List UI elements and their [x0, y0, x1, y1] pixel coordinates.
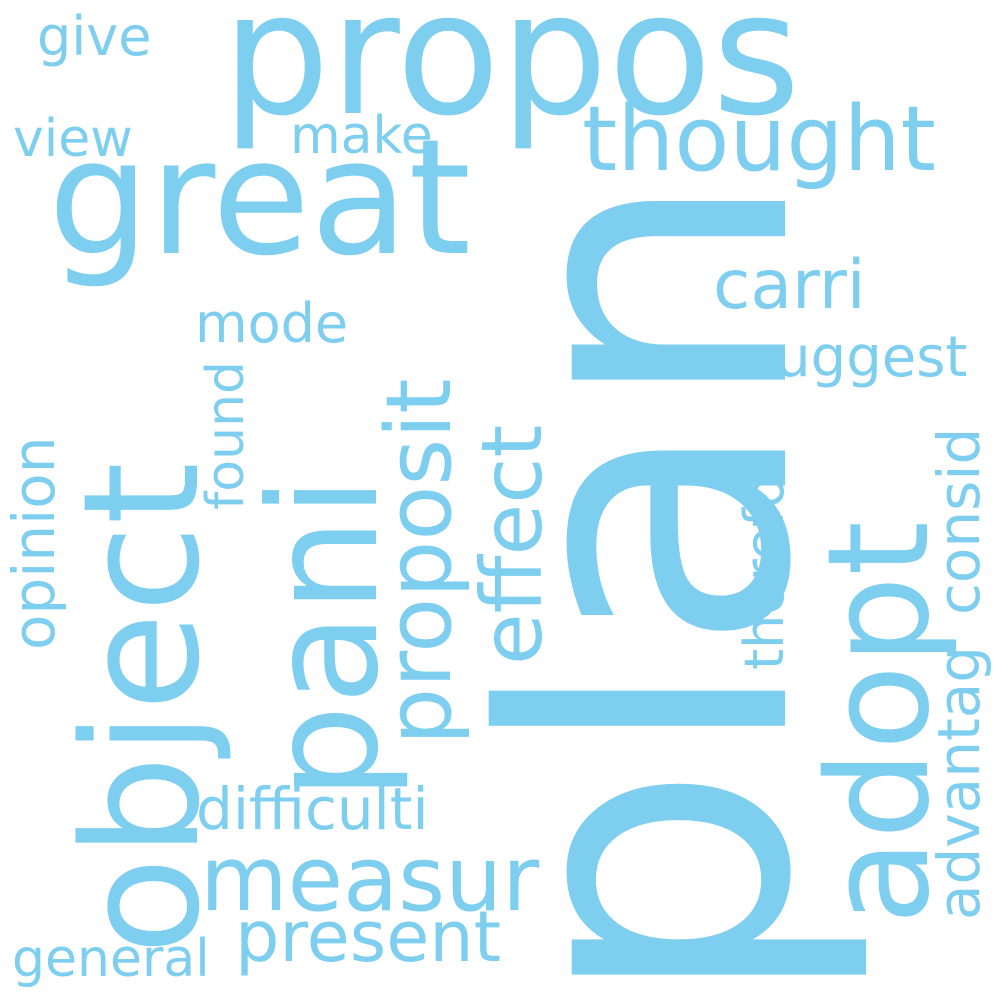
word-therefor: therefor [733, 452, 796, 670]
word-opinion: opinion [0, 436, 68, 650]
word-proposit: proposit [367, 378, 472, 745]
word-general: general [12, 929, 210, 989]
word-propos: propos [222, 0, 801, 154]
word-object: object [48, 461, 235, 955]
word-found: found [196, 360, 256, 510]
word-measur: measur [200, 827, 540, 932]
word-effect: effect [463, 424, 561, 665]
word-suggest: suggest [746, 325, 968, 390]
word-mode: mode [195, 292, 349, 355]
word-consid: consid [925, 427, 993, 615]
word-make: make [290, 106, 433, 166]
word-present: present [235, 896, 502, 978]
word-great: great [48, 104, 472, 291]
word-advantag: advantag [925, 645, 993, 920]
word-difficulti: difficulti [196, 775, 429, 843]
word-thought: thought [582, 87, 936, 192]
word-view: view [13, 109, 133, 169]
word-give: give [37, 5, 152, 68]
word-carri: carri [713, 246, 866, 325]
